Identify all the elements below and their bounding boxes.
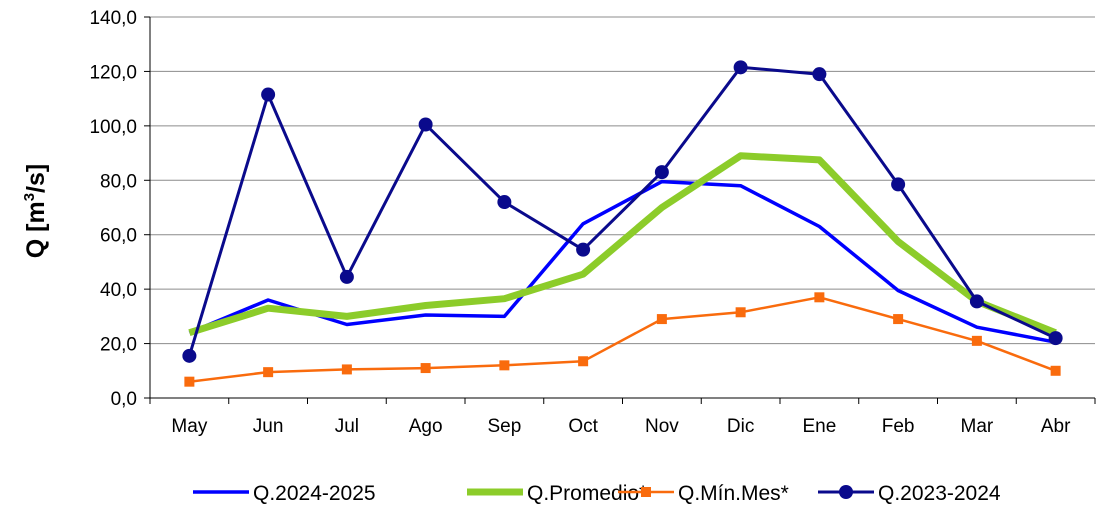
data-point — [497, 195, 512, 210]
x-tick-label: May — [171, 416, 207, 437]
data-point — [263, 367, 274, 378]
data-point — [578, 356, 589, 367]
data-point — [420, 363, 431, 374]
series-1 — [188, 179, 1056, 344]
x-tick-label: Jul — [335, 416, 359, 437]
data-point — [418, 117, 433, 132]
x-tick-label: Sep — [487, 416, 521, 437]
legend-label: Q.Mín.Mes* — [678, 482, 789, 505]
series-line — [188, 179, 1056, 344]
y-tick-label: 140,0 — [89, 8, 137, 29]
data-point — [184, 376, 195, 387]
legend-item: Q.Promedio* — [467, 482, 647, 505]
y-tick-label: 60,0 — [100, 226, 137, 247]
y-tick-label: 20,0 — [100, 335, 137, 356]
data-point — [893, 314, 904, 325]
data-point — [812, 67, 827, 82]
x-tick-label: Feb — [882, 416, 915, 437]
legend-label: Q.2024-2025 — [253, 482, 376, 505]
series-line — [187, 65, 1057, 357]
legend-label: Q.Promedio* — [527, 482, 647, 505]
data-point — [182, 348, 197, 363]
y-tick-label: 0,0 — [111, 389, 137, 410]
y-tick-label: 40,0 — [100, 280, 137, 301]
data-point — [339, 269, 354, 284]
series-4 — [182, 60, 1063, 363]
x-tick-label: Ago — [409, 416, 443, 437]
legend-marker — [641, 487, 651, 497]
y-tick-label: 100,0 — [89, 117, 137, 138]
data-point — [814, 292, 825, 303]
data-point — [341, 364, 352, 375]
data-point — [891, 177, 906, 192]
legend-marker — [839, 485, 853, 499]
series-lines — [182, 60, 1063, 387]
data-point — [499, 360, 510, 371]
legend-item: Q.Mín.Mes* — [618, 482, 789, 505]
grid — [150, 16, 1095, 345]
data-point — [971, 335, 982, 346]
y-tick-label: 80,0 — [100, 171, 137, 192]
x-tick-label: Oct — [568, 416, 598, 437]
series-line — [188, 152, 1057, 337]
x-tick-label: Nov — [645, 416, 679, 437]
series-3 — [184, 292, 1061, 387]
x-tick-label: Dic — [727, 416, 754, 437]
y-axis-label: Q [m3/s] — [21, 164, 50, 258]
legend-item: Q.2023-2024 — [818, 482, 1001, 505]
data-point — [654, 165, 669, 180]
axes: 0,0 20,0 40,0 60,0 80,0 100,0 120,0 140,0 May Jun… — [89, 8, 1096, 437]
y-tick-label: 120,0 — [89, 62, 137, 83]
legend-label: Q.2023-2024 — [878, 482, 1001, 505]
series-line — [189, 296, 1057, 383]
x-tick-label: Mar — [961, 416, 994, 437]
legend: Q.2024-2025 Q.Promedio* Q.Mín.Mes* Q.2023-2… — [193, 482, 1001, 505]
data-point — [576, 242, 591, 257]
x-tick-label: Ene — [802, 416, 836, 437]
data-point — [261, 87, 276, 102]
x-tick-label: Jun — [253, 416, 284, 437]
data-point — [1048, 331, 1063, 346]
x-tick-label: Abr — [1041, 416, 1071, 437]
data-point — [969, 294, 984, 309]
data-point — [1050, 365, 1061, 376]
data-point — [735, 307, 746, 318]
data-point — [656, 314, 667, 325]
series-2 — [188, 152, 1057, 337]
data-point — [733, 60, 748, 75]
legend-item: Q.2024-2025 — [193, 482, 376, 505]
